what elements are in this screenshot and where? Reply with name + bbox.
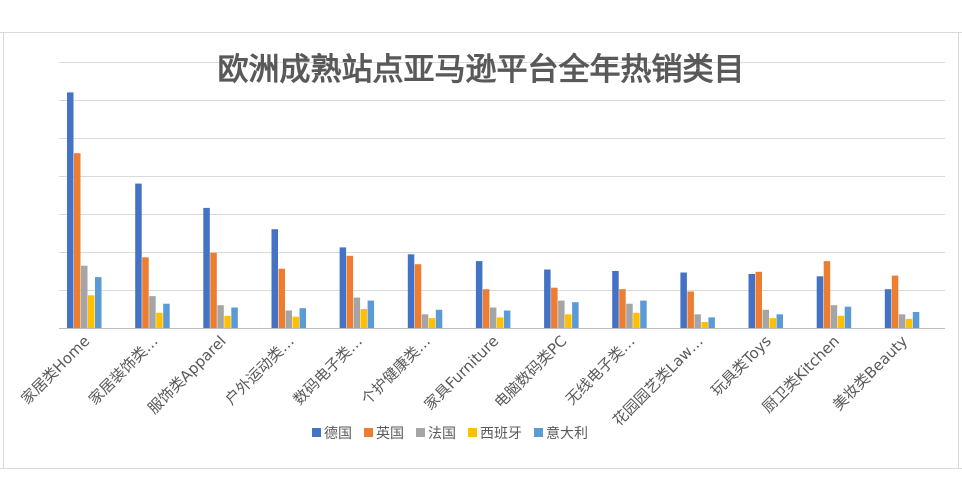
bar-英国-6 xyxy=(482,289,490,328)
bar-英国-5 xyxy=(414,264,422,328)
bar-德国-5 xyxy=(407,254,415,328)
bar-意大利-0 xyxy=(95,277,102,328)
legend-label-德国: 德国 xyxy=(324,426,352,442)
x-tick-label: 个护健康类… xyxy=(358,332,434,408)
bar-西班牙-1 xyxy=(156,312,163,328)
legend-swatch-英国 xyxy=(364,428,373,437)
legend-label-意大利: 意大利 xyxy=(546,425,588,442)
bar-英国-10 xyxy=(755,271,762,328)
bar-德国-9 xyxy=(680,272,687,328)
gridlines xyxy=(59,62,945,329)
bar-法国-2 xyxy=(217,305,224,328)
bar-法国-0 xyxy=(81,265,88,328)
bar-德国-10 xyxy=(748,274,755,328)
bar-西班牙-2 xyxy=(224,315,231,328)
legend-label-英国: 英国 xyxy=(376,425,404,442)
x-tick-label: 无线电子类… xyxy=(562,332,638,408)
x-tick-label: 家居装饰类… xyxy=(85,332,161,408)
x-tick-label: 玩具类Toys xyxy=(707,332,775,400)
legend-swatch-西班牙 xyxy=(468,428,477,437)
bar-英国-2 xyxy=(210,252,217,328)
x-tick-label: 电脑数码类PC xyxy=(491,332,571,412)
bar-德国-6 xyxy=(475,261,483,328)
bar-法国-5 xyxy=(421,314,429,328)
legend: 德国 英国 法国 西班牙 意大利 xyxy=(312,425,588,442)
bar-法国-12 xyxy=(898,314,906,328)
bar-德国-7 xyxy=(544,269,551,328)
bar-意大利-6 xyxy=(503,310,511,328)
bar-德国-2 xyxy=(203,207,210,328)
bar-西班牙-11 xyxy=(837,315,845,328)
bar-意大利-9 xyxy=(708,317,715,328)
x-tick-label: 数码电子类… xyxy=(290,332,366,408)
bar-英国-4 xyxy=(346,255,354,328)
bar-意大利-12 xyxy=(912,312,920,328)
bar-法国-8 xyxy=(626,303,633,328)
bar-意大利-1 xyxy=(163,303,170,328)
legend-label-法国: 法国 xyxy=(428,426,456,442)
bar-法国-6 xyxy=(489,307,497,328)
bar-德国-8 xyxy=(612,271,619,328)
bar-英国-9 xyxy=(687,291,694,328)
frame-top-border xyxy=(0,32,962,33)
bar-英国-0 xyxy=(74,153,81,328)
bar-德国-0 xyxy=(67,92,74,329)
bar-德国-11 xyxy=(816,276,824,328)
bar-西班牙-6 xyxy=(496,317,504,328)
bar-西班牙-0 xyxy=(88,295,95,328)
frame-bottom-border xyxy=(0,468,962,469)
bar-法国-9 xyxy=(694,314,701,328)
bar-德国-4 xyxy=(339,247,347,328)
bar-法国-11 xyxy=(830,305,838,328)
bar-法国-1 xyxy=(149,296,156,328)
x-tick-label: 户外运动类… xyxy=(221,332,297,408)
bar-英国-1 xyxy=(142,257,149,328)
bar-意大利-10 xyxy=(776,314,783,328)
bar-德国-12 xyxy=(884,289,892,328)
x-tick-labels: 家居类Home家居装饰类…服饰类Apparel户外运动类…数码电子类…个护健康类… xyxy=(17,332,911,430)
x-tick-label: 家居类Home xyxy=(17,332,93,408)
bar-法国-10 xyxy=(762,309,769,328)
bar-意大利-4 xyxy=(367,300,375,328)
legend-swatch-法国 xyxy=(416,428,425,437)
bar-西班牙-9 xyxy=(701,321,708,328)
bar-英国-11 xyxy=(823,261,831,328)
legend-label-西班牙: 西班牙 xyxy=(480,426,522,442)
bar-意大利-11 xyxy=(844,306,852,328)
bar-西班牙-4 xyxy=(360,309,368,328)
bar-意大利-3 xyxy=(299,308,306,328)
bar-法国-7 xyxy=(558,300,565,328)
bar-意大利-5 xyxy=(435,309,443,328)
chart-title: 欧洲成熟站点亚马逊平台全年热销类目 xyxy=(218,52,745,88)
bar-英国-3 xyxy=(278,268,285,328)
bar-西班牙-5 xyxy=(428,318,436,328)
frame-left-border xyxy=(3,32,4,469)
bar-英国-12 xyxy=(891,275,899,328)
bar-意大利-8 xyxy=(640,300,647,328)
bar-德国-1 xyxy=(135,183,142,328)
bar-意大利-7 xyxy=(572,302,579,328)
bar-法国-4 xyxy=(353,297,361,328)
bar-西班牙-12 xyxy=(905,318,913,328)
frame-right-border xyxy=(958,32,959,469)
bar-德国-3 xyxy=(271,229,278,328)
bar-西班牙-3 xyxy=(292,316,299,328)
bar-英国-7 xyxy=(551,287,558,328)
bars xyxy=(67,92,920,329)
legend-swatch-德国 xyxy=(312,428,321,437)
bar-西班牙-10 xyxy=(769,318,776,328)
legend-swatch-意大利 xyxy=(534,428,543,437)
bar-西班牙-8 xyxy=(633,312,640,328)
bar-英国-8 xyxy=(619,289,626,328)
bar-意大利-2 xyxy=(231,307,238,328)
bar-法国-3 xyxy=(285,310,292,328)
bar-西班牙-7 xyxy=(565,314,572,328)
